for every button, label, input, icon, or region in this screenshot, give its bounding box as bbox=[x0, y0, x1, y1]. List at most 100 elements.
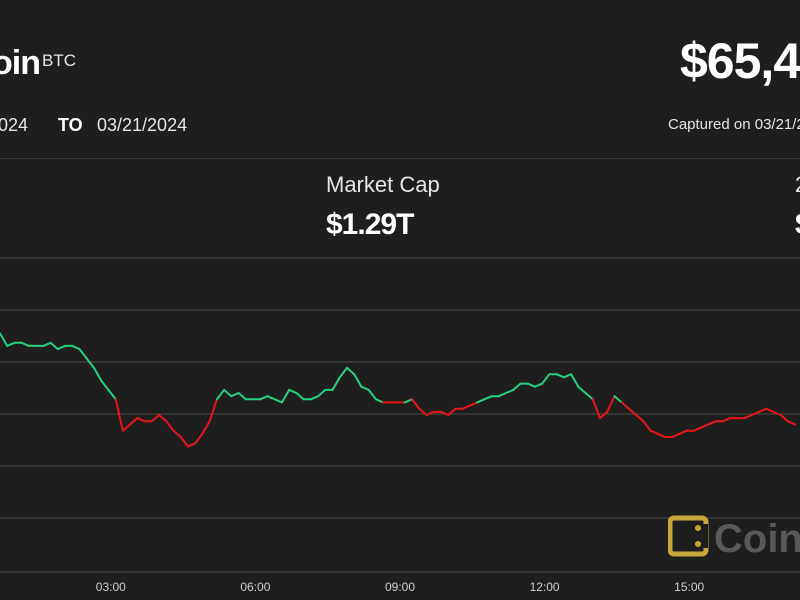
date-range-from: 2024 bbox=[0, 115, 29, 135]
price-line-segment bbox=[338, 366, 348, 379]
price-line-segment bbox=[570, 373, 580, 388]
price-line-segment bbox=[6, 341, 16, 347]
chart-gridlines bbox=[0, 257, 800, 573]
price-line-segment bbox=[779, 414, 789, 423]
price-line-segment bbox=[483, 395, 493, 401]
price-line-segment bbox=[201, 420, 211, 435]
price-line-segment bbox=[678, 429, 688, 435]
price-line-segment bbox=[758, 407, 768, 413]
current-price: $65,4 bbox=[680, 33, 800, 89]
price-line-segment bbox=[425, 410, 435, 416]
price-line-segment bbox=[78, 348, 88, 360]
price-line-segment bbox=[374, 398, 385, 404]
price-line-segment bbox=[295, 392, 305, 401]
price-line-segment bbox=[331, 376, 341, 391]
price-line-segment bbox=[707, 420, 717, 426]
coin-name: oin bbox=[0, 44, 41, 82]
price-line-segment bbox=[150, 414, 160, 423]
price-line-segment bbox=[512, 382, 522, 391]
price-series bbox=[0, 332, 797, 448]
price-line-segment bbox=[606, 395, 616, 413]
price-line-segment bbox=[317, 388, 327, 398]
x-tick-label: 06:00 bbox=[240, 580, 270, 594]
price-line-segment bbox=[403, 398, 413, 404]
price-line-segment bbox=[533, 382, 544, 388]
price-line-segment bbox=[187, 442, 197, 448]
coin-ticker: BTC bbox=[42, 51, 76, 70]
price-line-segment bbox=[360, 385, 370, 391]
price-line-segment bbox=[577, 385, 587, 394]
price-line-segment bbox=[158, 414, 168, 423]
price-line-segment bbox=[476, 398, 486, 404]
secondary-stat-value: $ bbox=[795, 208, 800, 242]
price-line-segment bbox=[620, 401, 630, 410]
market-cap-value: $1.29T bbox=[326, 208, 414, 241]
x-tick-label: 15:00 bbox=[674, 580, 704, 594]
captured-date: Captured on 03/21/2 bbox=[668, 116, 800, 133]
price-line-segment bbox=[309, 395, 320, 401]
price-line-segment bbox=[259, 395, 269, 401]
price-line-segment bbox=[461, 404, 471, 410]
price-line-segment bbox=[353, 373, 363, 388]
header-divider bbox=[0, 158, 800, 159]
price-line-segment bbox=[237, 392, 247, 401]
price-line-segment bbox=[367, 388, 377, 401]
price-line-segment bbox=[642, 420, 652, 432]
price-line-segment bbox=[700, 423, 710, 429]
date-range-to-label: TO bbox=[58, 115, 83, 135]
price-line-segment bbox=[71, 344, 81, 351]
price-line-segment bbox=[591, 398, 601, 420]
price-line-segment bbox=[649, 429, 659, 435]
secondary-stat-label: 2 bbox=[795, 172, 800, 198]
price-line-segment bbox=[656, 432, 667, 438]
price-line-segment bbox=[468, 401, 479, 407]
price-line-segment bbox=[215, 388, 226, 401]
price-line-segment bbox=[599, 410, 609, 420]
price-line-segment bbox=[743, 414, 753, 420]
x-tick-label: 09:00 bbox=[385, 580, 415, 594]
x-tick-label: 12:00 bbox=[530, 580, 560, 594]
price-line-segment bbox=[280, 388, 291, 404]
price-line-segment bbox=[562, 373, 573, 379]
price-line-segment bbox=[42, 341, 52, 347]
price-line-segment bbox=[20, 341, 30, 347]
price-line-segment bbox=[787, 420, 797, 426]
price-line-segment bbox=[136, 417, 146, 423]
price-line-segment bbox=[555, 373, 565, 379]
price-line-segment bbox=[526, 382, 536, 388]
price-line-segment bbox=[194, 432, 204, 445]
price-line-segment bbox=[440, 410, 450, 416]
x-axis-ticks: 03:00 06:00 09:00 12:00 15:00 bbox=[96, 580, 705, 594]
price-line-segment bbox=[765, 407, 775, 413]
price-line-segment bbox=[627, 407, 638, 416]
coindesk-logo-icon bbox=[667, 515, 709, 557]
price-line-segment bbox=[346, 366, 356, 376]
price-line-segment bbox=[671, 432, 681, 438]
price-line-segment bbox=[721, 417, 732, 423]
price-line-segment bbox=[85, 357, 95, 369]
price-line-segment bbox=[114, 398, 124, 432]
price-line-segment bbox=[541, 373, 551, 385]
price-line-segment bbox=[418, 407, 428, 416]
price-line-segment bbox=[613, 395, 623, 404]
price-line-segment bbox=[750, 410, 760, 416]
price-line-segment bbox=[447, 407, 457, 416]
price-line-segment bbox=[635, 414, 645, 423]
market-cap-label: Market Cap bbox=[326, 172, 440, 197]
price-line-segment bbox=[107, 388, 117, 401]
price-line-segment bbox=[129, 417, 139, 426]
watermark-text: Coin bbox=[714, 517, 800, 560]
price-line-segment bbox=[693, 426, 703, 432]
price-line-segment bbox=[497, 392, 507, 398]
price-line-segment bbox=[505, 388, 515, 394]
price-line-segment bbox=[584, 392, 594, 401]
price-line-segment bbox=[49, 341, 59, 351]
date-range-to: 03/21/2024 bbox=[97, 115, 188, 135]
price-line-segment bbox=[288, 388, 298, 394]
price-line-segment bbox=[230, 392, 240, 398]
price-line-segment bbox=[165, 420, 175, 432]
price-line-segment bbox=[772, 410, 782, 416]
price-line-segment bbox=[273, 398, 283, 404]
price-line-segment bbox=[0, 332, 9, 347]
